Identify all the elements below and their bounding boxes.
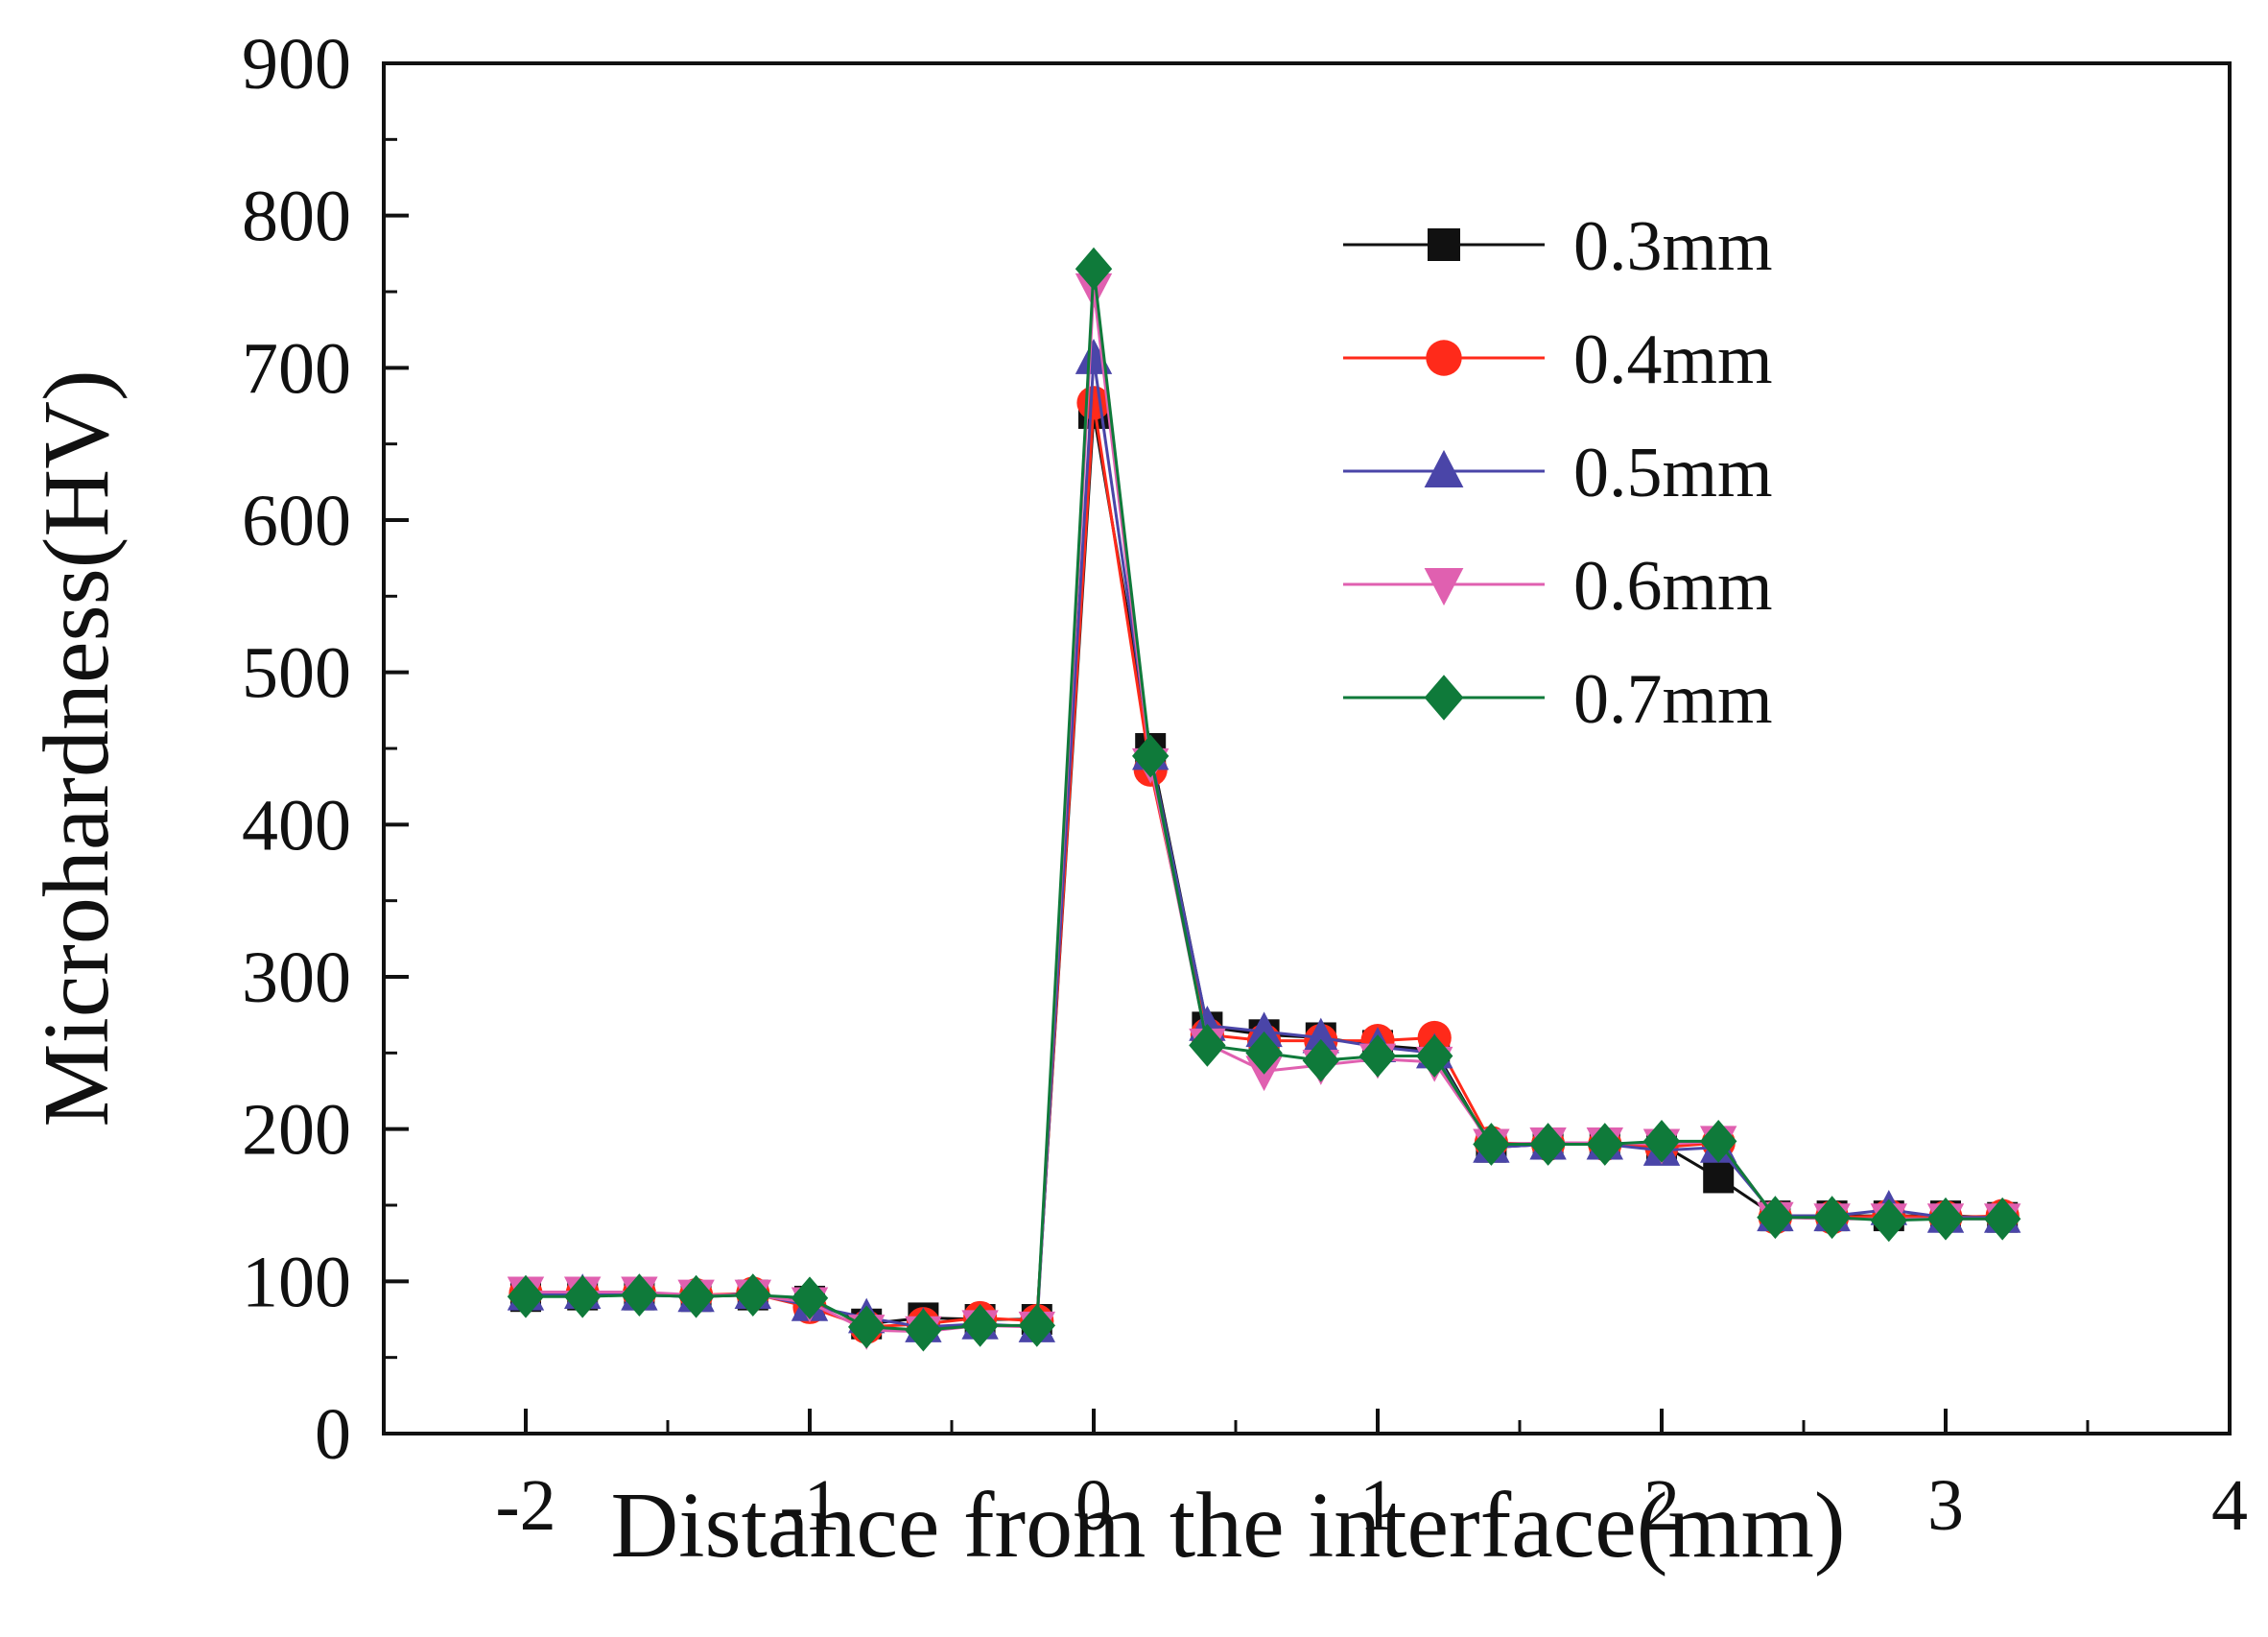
data-point	[1416, 1034, 1453, 1078]
series-0.5mm	[507, 339, 2021, 1342]
legend-marker	[1426, 340, 1462, 376]
legend-label: 0.5mm	[1573, 434, 1773, 512]
series-0.3mm	[510, 397, 2019, 1340]
y-tick-label: 500	[242, 633, 351, 714]
data-point	[1245, 1011, 1283, 1048]
data-point	[1586, 1123, 1623, 1166]
series-line	[525, 358, 2003, 1329]
legend-label: 0.4mm	[1573, 320, 1773, 399]
y-tick-label: 400	[242, 785, 351, 866]
data-point	[1703, 1162, 1735, 1194]
legend-item: 0.3mm	[1343, 207, 1773, 286]
y-tick-label: 200	[242, 1090, 351, 1171]
x-tick-label: -1	[779, 1465, 839, 1546]
x-tick-label: 1	[1359, 1465, 1396, 1546]
data-point	[1757, 1196, 1794, 1240]
legend-item: 0.7mm	[1343, 660, 1773, 739]
data-point	[1302, 1038, 1339, 1082]
data-point	[734, 1273, 771, 1317]
data-point	[1700, 1119, 1737, 1163]
legend-item: 0.4mm	[1343, 320, 1773, 399]
data-point	[1529, 1123, 1567, 1166]
legend-item: 0.5mm	[1343, 434, 1773, 512]
data-point	[507, 1274, 545, 1318]
data-point	[1870, 1198, 1907, 1243]
data-point	[1302, 1017, 1339, 1054]
data-point	[1358, 1034, 1397, 1078]
data-point	[1926, 1197, 1965, 1241]
series-0.4mm	[508, 386, 2020, 1344]
series-line	[526, 402, 2003, 1329]
data-point	[1018, 1303, 1055, 1347]
data-point	[1075, 247, 1113, 291]
data-point	[1189, 1024, 1226, 1067]
y-tick-label: 800	[242, 177, 351, 257]
data-point	[905, 1308, 942, 1352]
series-0.6mm	[507, 273, 2021, 1352]
y-axis-title: Microhardness(HV)	[25, 369, 129, 1127]
legend-marker	[1424, 675, 1464, 721]
legend-label: 0.6mm	[1573, 547, 1773, 626]
y-tick-label: 0	[315, 1394, 351, 1475]
legend-marker	[1424, 568, 1464, 606]
legend: 0.3mm 0.4mm 0.5mm 0.6mm 0.7mm	[1343, 207, 1773, 739]
data-point	[564, 1274, 602, 1318]
data-point	[848, 1305, 886, 1349]
x-axis: -2 -1 0 1 2 3 4	[382, 1409, 2248, 1546]
legend-marker	[1424, 449, 1464, 487]
data-point	[621, 1273, 658, 1317]
x-tick-label: 4	[2211, 1465, 2248, 1546]
data-point	[1473, 1123, 1510, 1166]
legend-item: 0.6mm	[1343, 547, 1773, 626]
y-tick-label: 900	[242, 24, 351, 105]
y-tick-label: 600	[242, 481, 351, 561]
x-tick-label: 2	[1643, 1465, 1680, 1546]
series-line	[526, 269, 2003, 1332]
data-point	[791, 1276, 829, 1320]
x-tick-label: 3	[1927, 1465, 1964, 1546]
y-tick-label: 100	[242, 1242, 351, 1322]
legend-label: 0.7mm	[1573, 660, 1773, 739]
y-tick-label: 300	[242, 937, 351, 1018]
x-tick-label: 0	[1075, 1465, 1112, 1546]
data-point	[1245, 1031, 1283, 1075]
series-line	[526, 288, 2003, 1334]
x-axis-title: Distance from the interface(mm)	[610, 1474, 1845, 1578]
series-line	[525, 413, 2003, 1326]
y-tick-label: 700	[242, 328, 351, 409]
data-point	[677, 1274, 715, 1318]
data-point	[1984, 1197, 2021, 1241]
legend-marker	[1428, 228, 1460, 261]
data-point	[1132, 734, 1169, 778]
legend-label: 0.3mm	[1573, 207, 1773, 286]
y-axis: 0 100 200 300 400 500 600 700 800 900	[242, 24, 409, 1475]
data-point	[1642, 1119, 1681, 1163]
series-0.7mm	[507, 247, 2021, 1352]
data-point	[961, 1303, 999, 1347]
series-layer	[507, 247, 2021, 1352]
data-point	[1813, 1196, 1851, 1240]
x-tick-label: -2	[495, 1465, 555, 1546]
